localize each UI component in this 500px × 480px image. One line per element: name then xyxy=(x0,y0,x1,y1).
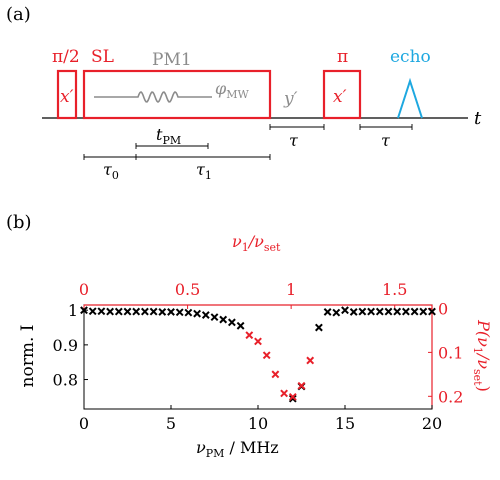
spin-lock-block xyxy=(82,69,272,120)
x-tick-label: 10 xyxy=(248,414,268,433)
pi-half-label: π/2 xyxy=(52,47,80,67)
right-tick-label: 0 xyxy=(438,299,448,318)
echo-label: echo xyxy=(390,47,431,67)
tau0-label: τ0 xyxy=(103,160,119,182)
tpm-label: tPM xyxy=(156,125,181,147)
right-axis-ticks: 0 0.1 0.2 xyxy=(428,299,463,406)
data-point xyxy=(227,318,236,327)
data-point xyxy=(132,307,141,316)
data-point xyxy=(288,394,297,403)
top-tick-label: 0 xyxy=(79,280,89,299)
data-point xyxy=(193,309,202,318)
data-point xyxy=(167,308,175,316)
pi-label: π xyxy=(337,47,348,67)
x-tick-label: 5 xyxy=(166,414,176,433)
panel-b-label: (b) xyxy=(6,212,32,233)
data-point xyxy=(410,307,419,316)
data-point xyxy=(306,356,315,365)
x-axis-label: νPM / MHz xyxy=(196,438,279,460)
data-point xyxy=(367,307,376,316)
data-point xyxy=(236,321,245,330)
data-point xyxy=(210,313,219,322)
time-axis-label: t xyxy=(474,108,482,129)
spin-lock-label: SL xyxy=(91,47,114,67)
panel-b: (b) 0 5 10 15 20 0.8 0.9 1 0 0.5 1 1.5 0 0.1 0.2 νP… xyxy=(6,212,493,460)
data-point xyxy=(419,307,428,316)
data-point xyxy=(323,308,332,316)
data-point xyxy=(106,307,115,316)
data-point xyxy=(175,308,184,317)
x-tick-label: 0 xyxy=(79,414,89,433)
tau0-tau1-interval xyxy=(83,154,271,160)
plot-area xyxy=(83,304,433,410)
data-point xyxy=(297,381,306,390)
data-point xyxy=(114,307,123,316)
tau-interval-1 xyxy=(269,124,325,130)
data-point xyxy=(332,308,341,317)
right-tick-label: 0.1 xyxy=(438,343,463,362)
tau1-label: τ1 xyxy=(196,160,212,182)
data-point xyxy=(184,308,193,317)
data-point xyxy=(140,307,149,316)
data-point xyxy=(201,311,210,319)
top-tick-label: 1 xyxy=(286,280,296,299)
y-tick-label: 1 xyxy=(68,301,78,320)
pi-half-phase: x′ xyxy=(60,87,74,107)
data-point xyxy=(358,307,367,316)
data-point xyxy=(401,307,410,316)
data-point xyxy=(158,308,167,316)
data-point xyxy=(271,370,280,379)
pi-pulse xyxy=(322,69,362,120)
data-point xyxy=(245,331,254,340)
top-tick-label: 1.5 xyxy=(382,280,407,299)
y-tick-label: 0.8 xyxy=(53,371,78,390)
data-point xyxy=(219,315,228,324)
bottom-axis-ticks: 0 5 10 15 20 xyxy=(79,405,442,433)
data-point xyxy=(262,351,271,360)
pi-phase: x′ xyxy=(333,87,347,107)
left-axis-ticks: 0.8 0.9 1 xyxy=(53,301,88,390)
data-point xyxy=(254,337,262,346)
data-markers xyxy=(80,306,436,403)
data-point xyxy=(97,307,106,316)
right-axis-label: P(ν1/νset) xyxy=(471,319,493,392)
tau-interval-2 xyxy=(359,124,413,130)
top-tick-label: 0.5 xyxy=(175,280,200,299)
x-tick-label: 20 xyxy=(422,414,442,433)
data-point xyxy=(280,389,289,398)
top-axis-label: ν1/νset xyxy=(232,232,281,254)
data-point xyxy=(393,307,402,316)
tpm-interval xyxy=(135,143,209,149)
data-point xyxy=(341,306,349,315)
data-point xyxy=(384,307,393,316)
echo-signal xyxy=(397,77,423,119)
y-phase-label: y′ xyxy=(283,89,298,109)
x-tick-label: 15 xyxy=(335,414,355,433)
right-tick-label: 0.2 xyxy=(438,387,463,406)
data-point xyxy=(149,307,158,316)
data-point xyxy=(349,308,358,316)
data-point xyxy=(428,307,436,316)
data-point xyxy=(375,307,384,316)
phase-modulation-trace xyxy=(94,91,212,103)
pm-label: PM1 xyxy=(152,50,192,70)
data-point xyxy=(288,392,297,401)
pi-half-pulse xyxy=(56,69,78,120)
data-point xyxy=(123,307,132,316)
y-axis-label: norm. I xyxy=(18,325,38,388)
data-point xyxy=(314,323,323,332)
panel-a: (a) t π/2 x′ SL PM1 φMW y′ π x′ echo τ xyxy=(6,4,482,182)
panel-a-label: (a) xyxy=(6,4,31,25)
phi-mw-label: φMW xyxy=(215,79,249,101)
y-tick-label: 0.9 xyxy=(53,336,78,355)
top-axis-ticks: 0 0.5 1 1.5 xyxy=(79,280,407,309)
tau-label-2: τ xyxy=(381,131,391,150)
tau-label-1: τ xyxy=(289,131,299,150)
data-point xyxy=(88,307,97,316)
data-point xyxy=(80,306,88,315)
